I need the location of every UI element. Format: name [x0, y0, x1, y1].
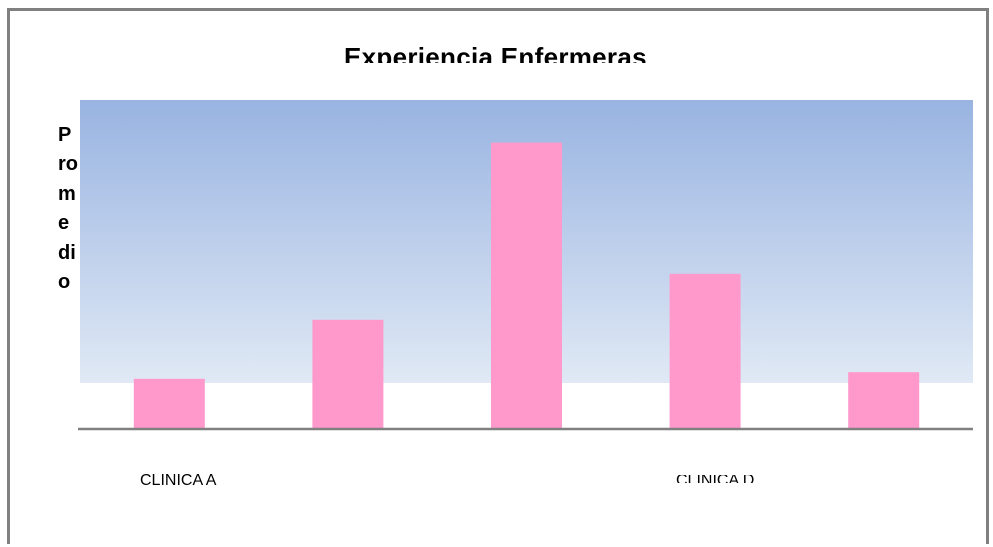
y-axis-label: Promedio — [58, 124, 78, 294]
bar-5 — [848, 372, 920, 428]
bar-2 — [312, 319, 384, 428]
chart-title-clip: Experiencia Enfermeras — [330, 46, 730, 63]
bar-4 — [669, 273, 741, 428]
x-tick-label-clinica-d: CLINICA D — [676, 475, 754, 483]
bars-group — [133, 142, 920, 428]
x-tick-label-clinica-a: CLINICA A — [140, 472, 217, 489]
bar-1 — [133, 378, 205, 428]
chart-title: Experiencia Enfermeras — [344, 46, 647, 63]
bar-3 — [491, 142, 562, 428]
x-tick-label-clinica-d-clip: CLINICA D — [676, 475, 816, 483]
